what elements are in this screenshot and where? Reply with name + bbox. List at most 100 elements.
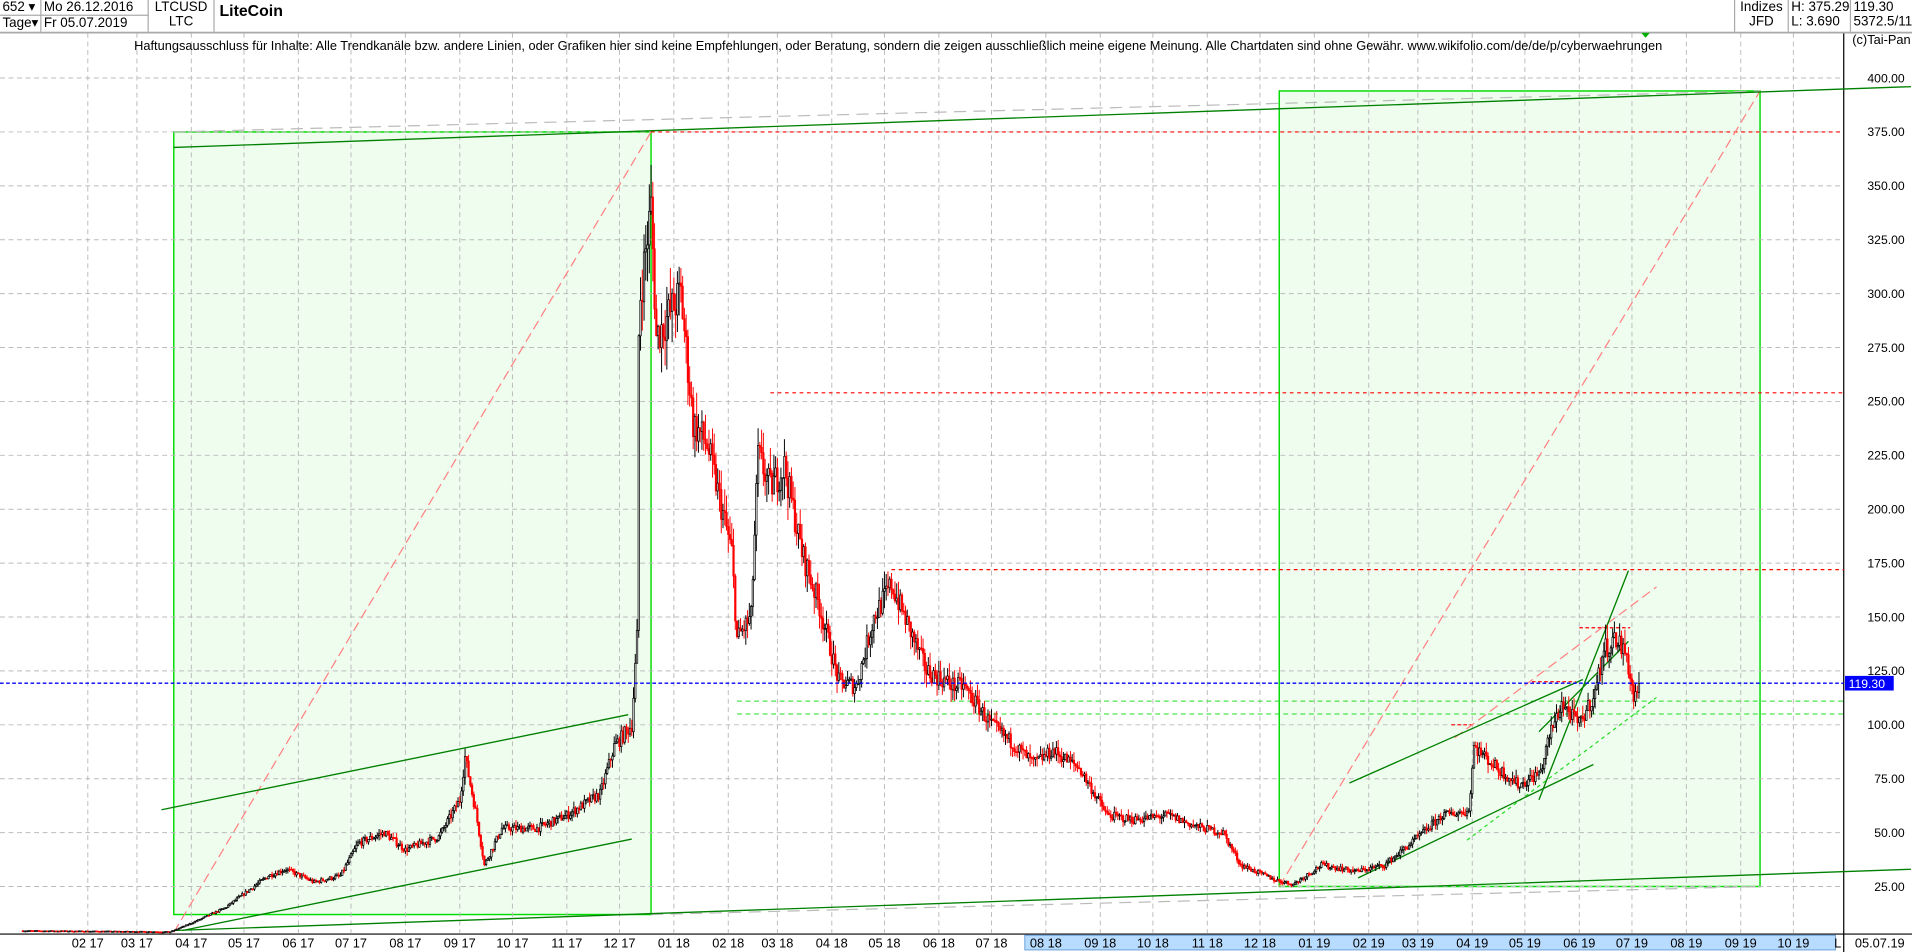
count-select[interactable]: 652 ▾ <box>0 0 42 16</box>
candle-down <box>1606 638 1609 657</box>
candle-up <box>716 482 719 492</box>
candle-up <box>1123 820 1126 823</box>
candle-up <box>367 839 370 843</box>
candle-up <box>191 922 195 925</box>
candle-down <box>155 931 158 934</box>
y-tick-label: 75.00 <box>1874 772 1905 786</box>
candle-down <box>213 912 216 915</box>
candle-down <box>1099 796 1102 801</box>
candle-up <box>220 908 223 911</box>
candle-up <box>562 818 565 821</box>
candle-down <box>1197 824 1200 828</box>
candle-up <box>485 859 488 865</box>
candle-down <box>760 446 763 454</box>
candle-down <box>416 844 419 848</box>
candle-up <box>349 853 353 859</box>
candle-down <box>1272 877 1276 882</box>
candle-up <box>1578 717 1581 724</box>
candle-down <box>1439 815 1442 821</box>
candle-up <box>1430 820 1434 830</box>
candle-up <box>1176 815 1179 821</box>
candle-up <box>671 292 674 312</box>
candle-down <box>1186 822 1190 825</box>
candle-down <box>32 930 35 932</box>
candle-down <box>414 842 418 846</box>
candle-up <box>1004 734 1007 736</box>
marker-triangle-icon <box>1641 32 1650 38</box>
candle-down <box>1102 805 1105 811</box>
candle-down <box>699 427 702 432</box>
candle-down <box>1237 859 1240 865</box>
candle-up <box>788 476 791 499</box>
candle-down <box>681 285 684 320</box>
candle-up <box>272 875 275 878</box>
candle-up <box>1395 855 1398 857</box>
candle-down <box>785 455 788 479</box>
period-select[interactable]: Tage▾ <box>0 15 42 32</box>
candle-down <box>828 631 832 656</box>
x-tick-label: 05 18 <box>868 935 900 950</box>
candle-down <box>58 930 61 933</box>
candle-up <box>358 841 361 844</box>
candle-up <box>585 799 588 802</box>
candle-up <box>153 931 156 934</box>
candle-down <box>1269 875 1272 880</box>
candle-down <box>1572 708 1576 712</box>
candle-up <box>579 802 582 811</box>
candle-down <box>886 585 890 589</box>
x-tick-label: 10 18 <box>1137 935 1169 950</box>
candle-up <box>113 930 116 933</box>
candle-down <box>734 575 737 622</box>
candle-up <box>865 635 868 659</box>
candle-down <box>1239 863 1242 866</box>
candle-down <box>1509 778 1512 782</box>
candle-down <box>1244 865 1248 869</box>
candle-down <box>1367 869 1370 872</box>
candle-down <box>728 534 732 540</box>
y-tick-label: 250.00 <box>1867 395 1904 409</box>
candle-up <box>644 248 647 253</box>
candle-down <box>1181 817 1184 823</box>
candle-up <box>363 837 367 839</box>
candle-down <box>653 248 656 310</box>
candle-up <box>656 326 660 336</box>
candle-up <box>1458 811 1462 814</box>
candle-up <box>1160 816 1163 819</box>
candle-up <box>1444 810 1448 814</box>
candle-up <box>218 909 221 913</box>
candle-down <box>897 597 900 611</box>
candle-down <box>1485 751 1488 757</box>
candle-down <box>127 930 130 933</box>
candle-down <box>1241 864 1244 869</box>
candle-up <box>709 443 712 455</box>
candle-down <box>1185 820 1188 824</box>
candle-down <box>786 477 790 499</box>
date-to[interactable]: Fr 05.07.2019 <box>41 15 149 32</box>
candle-up <box>606 767 609 774</box>
candle-up <box>1083 773 1086 776</box>
candle-up <box>204 915 207 918</box>
candle-down <box>799 523 802 540</box>
candle-up <box>1216 832 1219 835</box>
candle-up <box>232 900 235 904</box>
candle-down <box>1623 643 1627 654</box>
candle-down <box>1157 815 1160 818</box>
candle-down <box>560 814 563 821</box>
candle-up <box>774 467 777 477</box>
candle-up <box>1350 869 1353 873</box>
candle-up <box>374 836 377 839</box>
candle-up <box>1553 721 1556 728</box>
candle-up <box>823 628 826 630</box>
candle-down <box>1583 718 1586 721</box>
candle-down <box>997 722 1000 727</box>
candle-down <box>97 930 100 933</box>
candle-down <box>1588 700 1591 712</box>
high-low-box: H: 375.29 L: 3.690 <box>1789 0 1852 32</box>
candle-up <box>1339 866 1342 871</box>
date-from[interactable]: Mo 26.12.2016 <box>41 0 149 16</box>
trend-line <box>173 85 1911 149</box>
candle-up <box>1529 775 1532 780</box>
candle-up <box>1336 867 1339 871</box>
